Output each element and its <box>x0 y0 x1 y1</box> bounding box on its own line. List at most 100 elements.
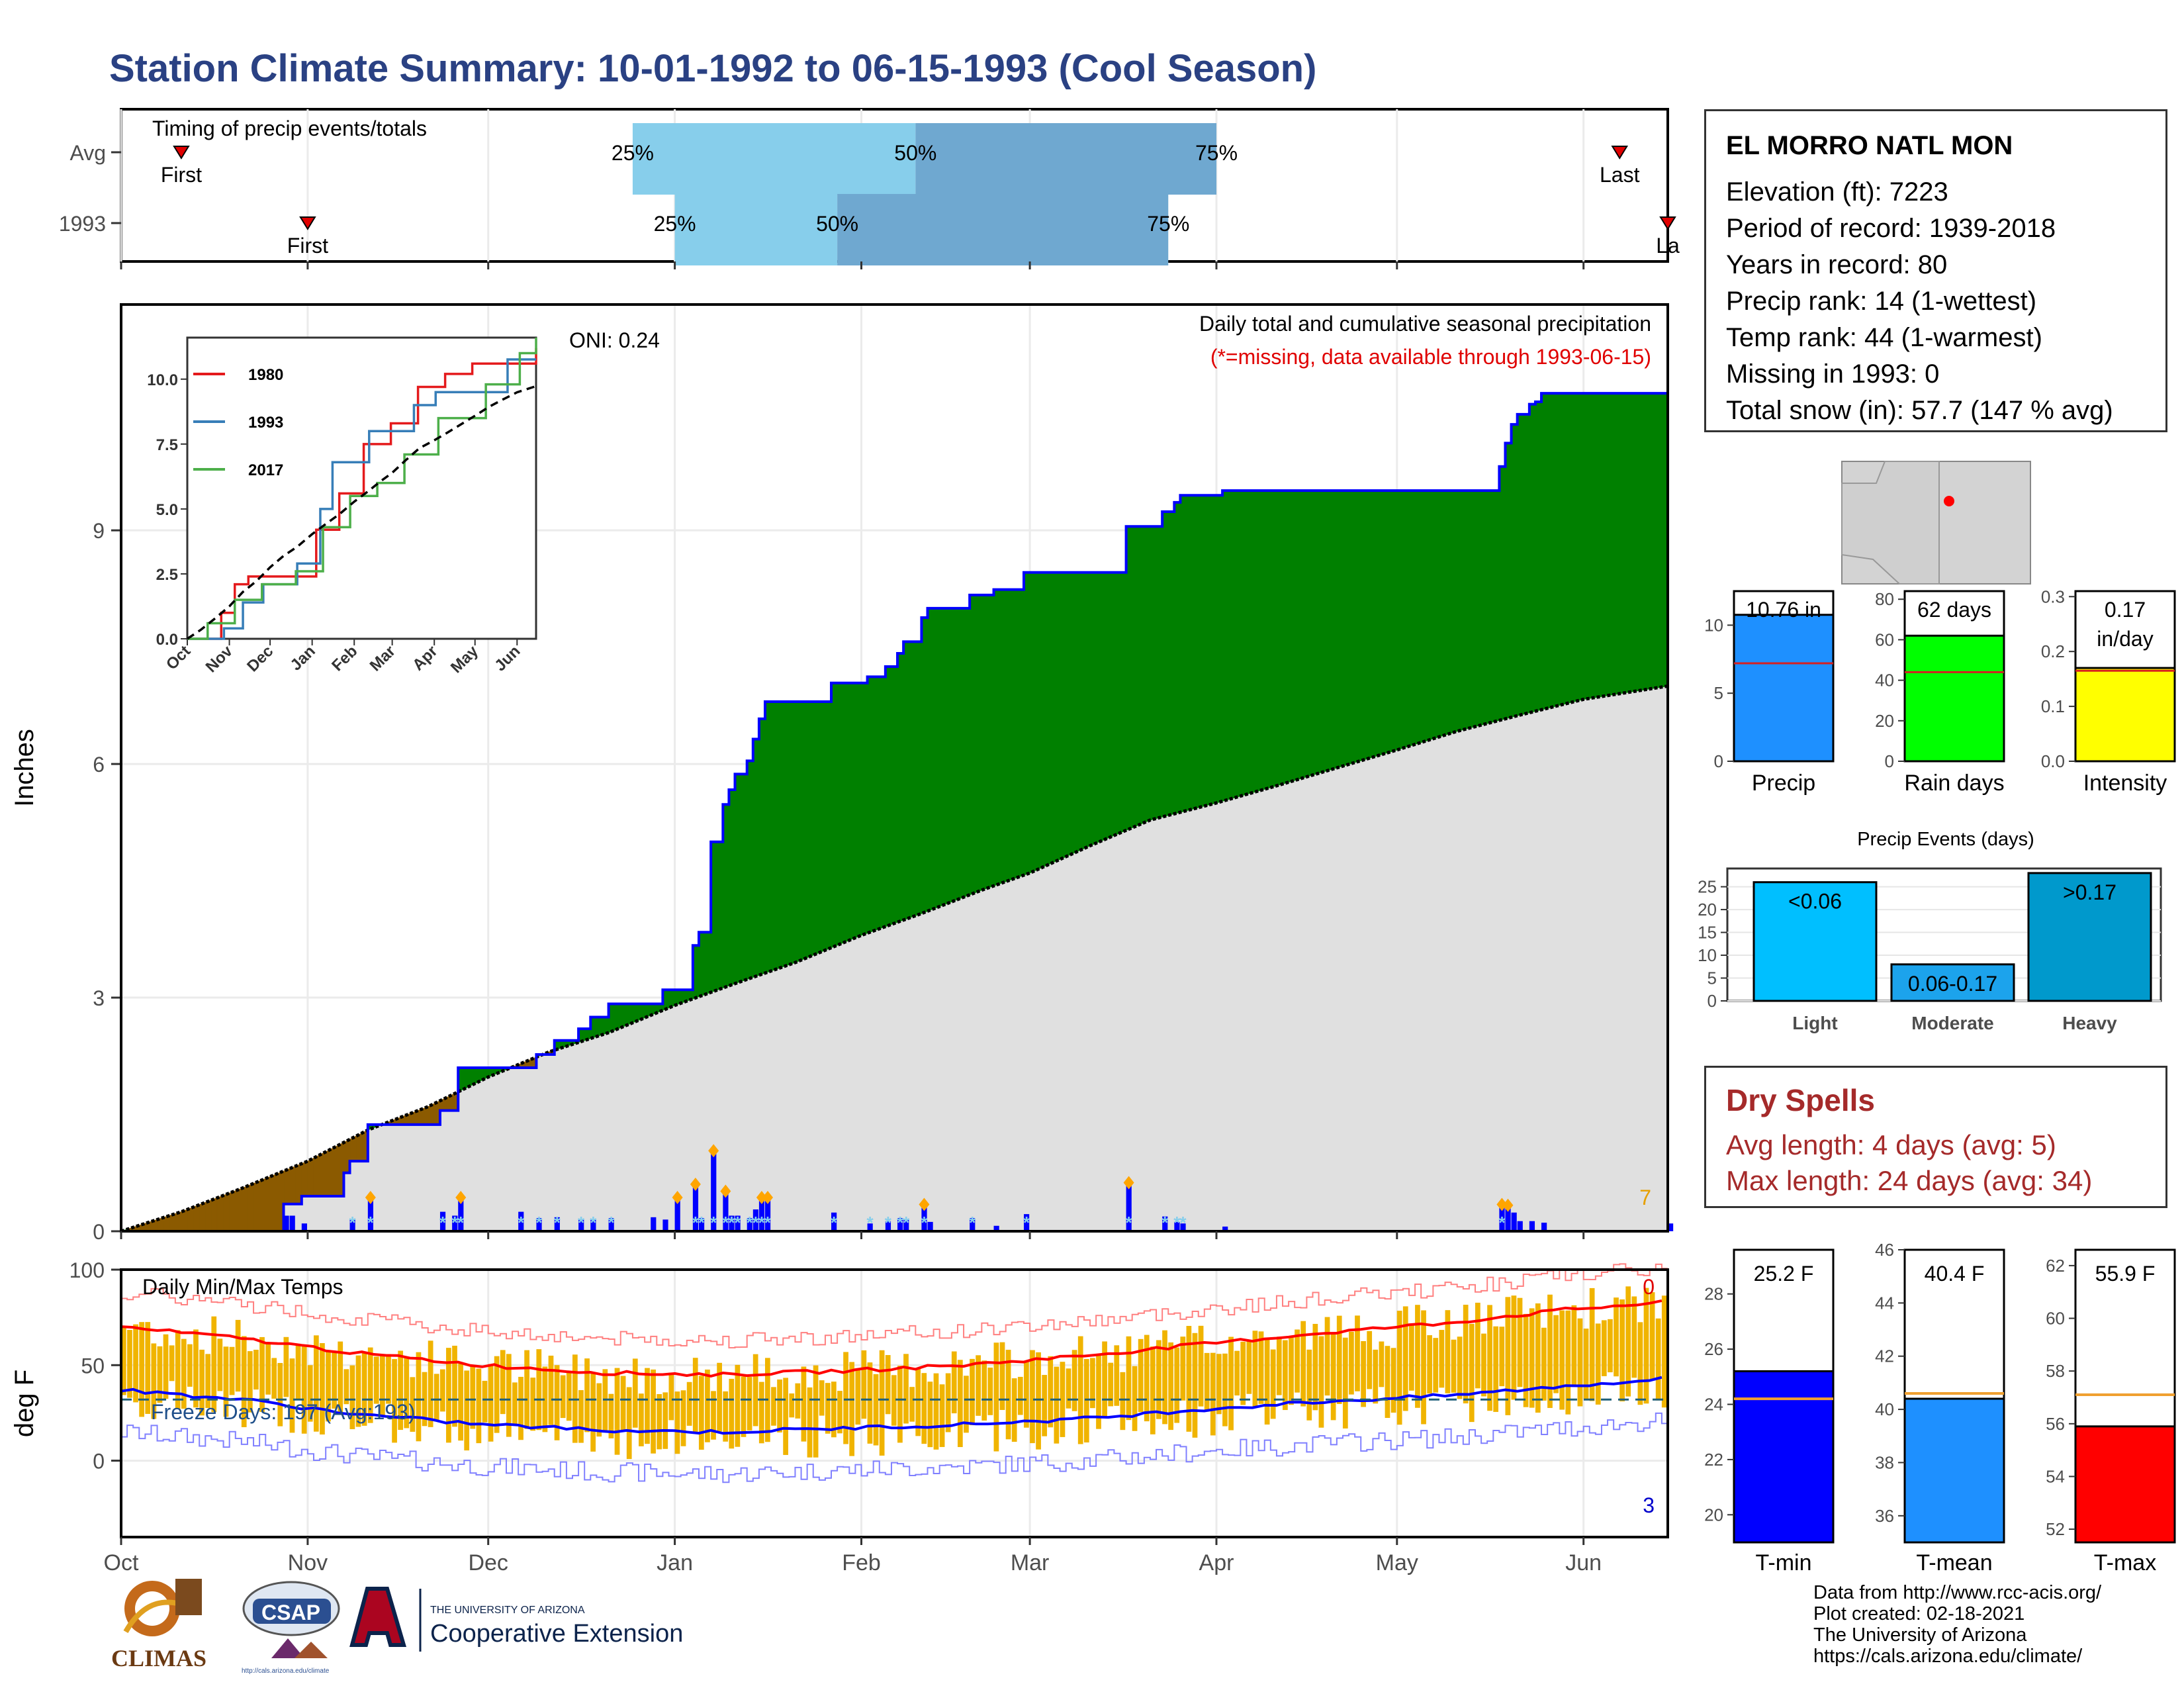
snow-marker: * <box>367 1213 375 1233</box>
month-tick-label: Jan <box>657 1550 693 1575</box>
heavy-marker <box>708 1144 719 1158</box>
inset-series-line <box>187 348 537 640</box>
logos: CLIMAS CSAP http://cals.arizona.edu/clim… <box>111 1579 683 1675</box>
small-bar-label: Intensity <box>2083 771 2167 796</box>
inset-y-tick: 0.0 <box>156 631 178 649</box>
small-bar-tick: 0 <box>1714 751 1723 771</box>
csap-url: http://cals.arizona.edu/climate <box>242 1667 330 1675</box>
daily-precip-bar <box>735 1215 741 1231</box>
precip-legend-line2: (*=missing, data available through 1993-… <box>1210 345 1651 369</box>
station-info-box: EL MORRO NATL MON Elevation (ft): 7223 P… <box>1704 109 2167 432</box>
station-line: Precip rank: 14 (1-wettest) <box>1726 287 2037 316</box>
oni-label: ONI: 0.24 <box>569 328 660 352</box>
precip-corner-label: 7 <box>1639 1186 1651 1209</box>
events-tick: 20 <box>1698 900 1717 919</box>
events-tick: 25 <box>1698 877 1717 897</box>
snow-marker: * <box>1023 1213 1030 1233</box>
temp-bar-label: T-min <box>1756 1550 1812 1575</box>
heavy-marker <box>365 1190 376 1204</box>
normal-tmin-line <box>120 1376 1662 1435</box>
ua-small-text: THE UNIVERSITY OF ARIZONA <box>430 1605 585 1616</box>
locator-map <box>1841 461 2031 585</box>
temp-bar <box>1733 1370 1835 1544</box>
inset-legend-label: 1980 <box>248 366 283 384</box>
daily-precip-bar <box>723 1194 729 1231</box>
timing-marker-label: Last <box>1600 163 1640 187</box>
temp-bar-tick: 62 <box>2046 1256 2065 1276</box>
snow-marker: * <box>831 1213 838 1233</box>
inset-y-tick: 10.0 <box>147 371 178 389</box>
temp-bar-label: T-max <box>2094 1550 2156 1575</box>
heavy-marker <box>919 1197 930 1211</box>
timing-pct-50: 50% <box>894 141 936 165</box>
snow-marker: * <box>518 1213 525 1233</box>
small-bar-value: in/day <box>2097 627 2153 651</box>
temp-bar-tick: 60 <box>2046 1309 2065 1329</box>
small-bar-tick: 20 <box>1875 711 1894 731</box>
temp-bar-tick: 42 <box>1875 1346 1894 1366</box>
temp-frame <box>120 1268 1669 1538</box>
daily-precip-bar <box>1126 1185 1132 1231</box>
daily-precip-bar <box>897 1218 903 1231</box>
freeze-days-label: Freeze Days: 197 (Avg:193) <box>151 1400 416 1424</box>
snow-marker: * <box>578 1213 585 1233</box>
daily-precip-bar <box>993 1225 999 1231</box>
daily-precip-bar <box>301 1223 307 1231</box>
snow-marker: * <box>728 1213 735 1233</box>
credit-line: The University of Arizona <box>1813 1624 2027 1646</box>
temp-bar-tick: 36 <box>1875 1506 1894 1526</box>
events-bar <box>2027 872 2152 1002</box>
temp-bar <box>2074 1425 2176 1544</box>
daily-precip-bar <box>1668 1223 1674 1231</box>
station-name: EL MORRO NATL MON <box>1726 131 2013 160</box>
snow-marker: * <box>554 1213 561 1233</box>
timing-bar-25-50 <box>632 123 916 195</box>
daily-precip-bar <box>590 1219 596 1231</box>
daily-precip-bar <box>1024 1214 1030 1231</box>
temp-bar-value: 25.2 F <box>1754 1262 1814 1286</box>
timing-pct-25: 25% <box>654 212 696 236</box>
temp-bar-tick: 38 <box>1875 1452 1894 1472</box>
daily-precip-bar <box>921 1207 927 1231</box>
timing-marker <box>1659 216 1676 230</box>
timing-marker <box>173 146 190 160</box>
heavy-marker <box>720 1184 731 1198</box>
y-tick-label: 6 <box>93 753 105 776</box>
snow-marker: * <box>764 1213 772 1233</box>
small-bar-tick: 0.3 <box>2041 586 2065 606</box>
credit-line: https://cals.arizona.edu/climate/ <box>1813 1646 2083 1667</box>
temp-title: Daily Min/Max Temps <box>142 1275 343 1299</box>
month-tick-label: Oct <box>104 1550 139 1575</box>
daily-precip-bar <box>1517 1221 1523 1231</box>
daily-precip-bar <box>885 1221 891 1231</box>
temp-bar-label: T-mean <box>1916 1550 1992 1575</box>
temp-y-tick: 100 <box>69 1258 105 1282</box>
events-bar-label: Heavy <box>2062 1013 2117 1033</box>
snow-marker: * <box>1173 1213 1181 1233</box>
inset-y-tick: 5.0 <box>156 501 178 519</box>
month-tick-label: Jun <box>1565 1550 1602 1575</box>
temp-panel: 0 50 100 deg F Daily Min/Max Temps Freeze Day… <box>10 1258 1669 1538</box>
daily-precip-bar <box>554 1217 560 1231</box>
temp-bar <box>1903 1397 2005 1544</box>
ua-logo: THE UNIVERSITY OF ARIZONA Cooperative Ex… <box>349 1587 683 1652</box>
daily-precip-bar <box>349 1219 355 1231</box>
timing-row-label: 1993 <box>59 212 106 236</box>
small-bar-tick: 5 <box>1714 683 1723 703</box>
heavy-marker <box>756 1190 767 1204</box>
events-title: Precip Events (days) <box>1857 829 2034 850</box>
daily-precip-bar <box>1174 1221 1180 1231</box>
small-bar-value: 0.17 <box>2105 598 2146 622</box>
small-bar-tick: 0 <box>1885 751 1894 771</box>
daily-precip-bar <box>970 1218 976 1231</box>
timing-marker-label: First <box>287 234 328 258</box>
small-bar-value: 10.76 in <box>1746 598 1821 622</box>
station-line: Total snow (in): 57.7 (147 % avg) <box>1726 396 2113 425</box>
climas-text: CLIMAS <box>111 1645 206 1671</box>
daily-precip-bar <box>831 1212 837 1231</box>
month-axis: Oct Nov Dec Jan Feb Mar Apr May Jun <box>104 1231 1602 1575</box>
temp-range-bars <box>121 1286 1667 1460</box>
daily-precip-bar <box>729 1215 735 1231</box>
daily-precip-bar <box>692 1186 699 1231</box>
